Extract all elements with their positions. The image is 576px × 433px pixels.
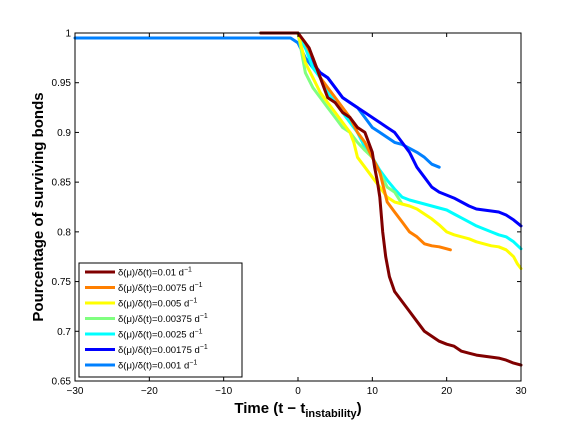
y-tick-label: 0.9: [57, 128, 71, 139]
series-line: [259, 31, 523, 251]
legend-label: δ(μ)/δ(t)=0.01 d−1: [118, 267, 192, 279]
series-layer: [73, 31, 523, 367]
x-axis-title-end: ): [357, 400, 362, 417]
x-tick-label: −10: [215, 386, 232, 397]
x-tick-label: 30: [515, 386, 527, 397]
legend-label: δ(μ)/δ(t)=0.00175 d−1: [118, 344, 208, 356]
y-tick-label: 0.8: [57, 227, 71, 238]
y-axis-title: Pourcentage of surviving bonds: [30, 92, 47, 321]
series-line: [259, 31, 523, 228]
legend-label: δ(μ)/δ(t)=0.001 d−1: [118, 360, 197, 372]
x-tick-label: −20: [141, 386, 158, 397]
y-tick-label: 0.85: [52, 178, 72, 189]
tick-layer: −30 −20 −10 0 10 20 30 0.65 0.7 0.75 0.8 0.85 0.9 0.9…: [52, 29, 527, 398]
x-tick-label: 20: [441, 386, 453, 397]
x-axis-title: Time (t − tinstability): [234, 400, 361, 420]
legend-label: δ(μ)/δ(t)=0.0075 d−1: [118, 282, 203, 294]
x-tick-label: 0: [295, 386, 301, 397]
legend-entries: δ(μ)/δ(t)=0.01 d−1 δ(μ)/δ(t)=0.0075 d−1 δ(…: [85, 267, 208, 372]
y-tick-label: 0.7: [57, 327, 71, 338]
legend-label: δ(μ)/δ(t)=0.0025 d−1: [118, 329, 203, 341]
x-axis-title-main: Time (t − t: [234, 400, 305, 417]
y-tick-label: 0.75: [52, 277, 72, 288]
x-axis-title-subscript: instability: [305, 408, 357, 420]
x-tick-label: 10: [367, 386, 379, 397]
x-tick-label: −30: [67, 386, 84, 397]
y-tick-label: 1: [65, 29, 71, 40]
legend: δ(μ)/δ(t)=0.01 d−1 δ(μ)/δ(t)=0.0075 d−1 δ(…: [78, 262, 243, 378]
legend-label: δ(μ)/δ(t)=0.00375 d−1: [118, 313, 208, 325]
series-line: [259, 31, 523, 271]
series-line: [259, 31, 523, 367]
y-tick-label: 0.65: [52, 377, 72, 388]
y-tick-label: 0.95: [52, 78, 72, 89]
legend-label: δ(μ)/δ(t)=0.005 d−1: [118, 298, 197, 310]
